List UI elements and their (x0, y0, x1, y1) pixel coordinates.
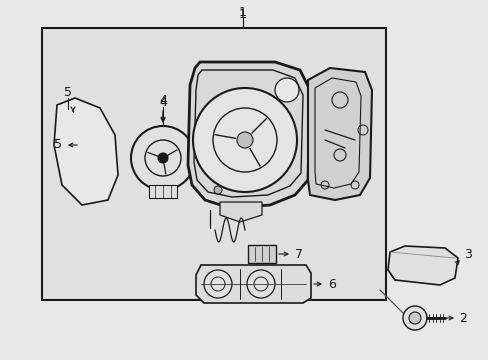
Circle shape (274, 78, 298, 102)
Text: 7: 7 (294, 248, 303, 261)
Circle shape (131, 126, 195, 190)
Circle shape (402, 306, 426, 330)
Polygon shape (220, 202, 262, 222)
Text: 1: 1 (239, 8, 246, 21)
Text: 2: 2 (458, 311, 466, 324)
Polygon shape (187, 62, 309, 208)
Polygon shape (196, 265, 310, 303)
Circle shape (158, 153, 168, 163)
Text: 5: 5 (54, 139, 62, 152)
Bar (42, 28, 385, 300)
Circle shape (246, 270, 274, 298)
Polygon shape (149, 185, 177, 198)
Text: 1: 1 (239, 5, 246, 18)
Text: 6: 6 (327, 278, 335, 291)
Text: 4: 4 (159, 95, 166, 108)
Circle shape (237, 132, 252, 148)
Circle shape (408, 312, 420, 324)
Circle shape (193, 88, 296, 192)
Text: 4: 4 (159, 94, 166, 107)
Text: 5: 5 (64, 86, 72, 99)
Polygon shape (247, 245, 275, 263)
Circle shape (214, 186, 222, 194)
Polygon shape (54, 98, 118, 205)
Circle shape (203, 270, 231, 298)
Polygon shape (387, 246, 457, 285)
Polygon shape (307, 68, 371, 200)
Text: 3: 3 (463, 248, 471, 261)
